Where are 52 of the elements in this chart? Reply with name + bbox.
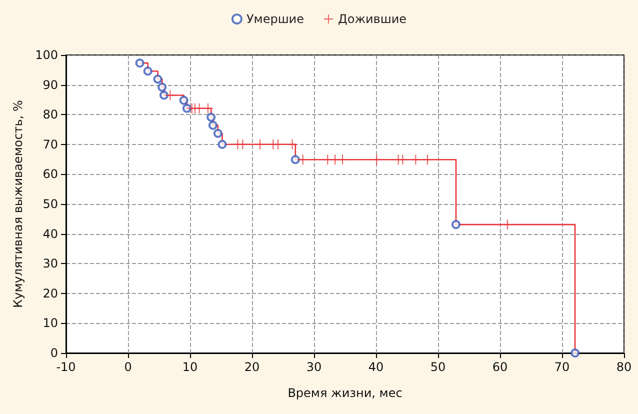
legend-label: Дожившие xyxy=(338,12,407,26)
y-tick-label: 10 xyxy=(42,316,58,330)
x-tick-label: 30 xyxy=(306,360,322,374)
y-tick-label: 50 xyxy=(42,197,58,211)
point xyxy=(206,112,216,122)
y-tick-label: 40 xyxy=(42,226,58,241)
x-tick-label: 50 xyxy=(430,360,446,374)
point xyxy=(182,104,192,113)
point xyxy=(255,139,266,150)
point xyxy=(372,154,382,165)
point xyxy=(238,139,248,150)
x-tick-label: 10 xyxy=(182,360,198,374)
y-tick-label: 100 xyxy=(35,48,58,62)
point xyxy=(570,348,580,358)
point xyxy=(218,140,227,149)
y-tick-label: 70 xyxy=(42,137,58,152)
point xyxy=(410,154,421,165)
point xyxy=(179,96,188,105)
y-tick-label: 20 xyxy=(42,286,58,300)
x-tick-label: 70 xyxy=(554,360,570,374)
point xyxy=(194,103,204,114)
point xyxy=(287,139,298,150)
point xyxy=(202,103,213,114)
x-tick-label: 0 xyxy=(124,360,132,374)
x-tick-label: 60 xyxy=(492,360,508,374)
point xyxy=(273,139,284,150)
point xyxy=(451,220,460,230)
point xyxy=(213,128,222,138)
point xyxy=(208,120,218,130)
point xyxy=(298,154,308,165)
point xyxy=(398,154,408,165)
y-tick-label: 30 xyxy=(42,256,58,271)
point xyxy=(153,74,162,84)
y-tick-label: 0 xyxy=(50,346,58,360)
point xyxy=(165,90,176,100)
point xyxy=(159,90,168,100)
x-tick-label: -10 xyxy=(56,360,76,374)
x-axis-title: Время жизни, мес xyxy=(288,386,402,400)
x-tick-label: 80 xyxy=(616,360,632,374)
point xyxy=(338,154,348,165)
point xyxy=(422,154,432,165)
point xyxy=(135,58,144,68)
point xyxy=(290,155,300,164)
legend-label: Умершие xyxy=(246,12,304,26)
point xyxy=(143,66,152,76)
x-tick-label: 20 xyxy=(244,360,260,374)
y-axis-title: Кумулятивная выживаемость, % xyxy=(11,100,26,308)
y-tick-label: 80 xyxy=(42,108,58,122)
x-tick-label: 40 xyxy=(368,360,384,374)
point xyxy=(158,82,167,92)
y-tick-label: 90 xyxy=(42,78,58,92)
y-tick-label: 60 xyxy=(42,167,58,182)
